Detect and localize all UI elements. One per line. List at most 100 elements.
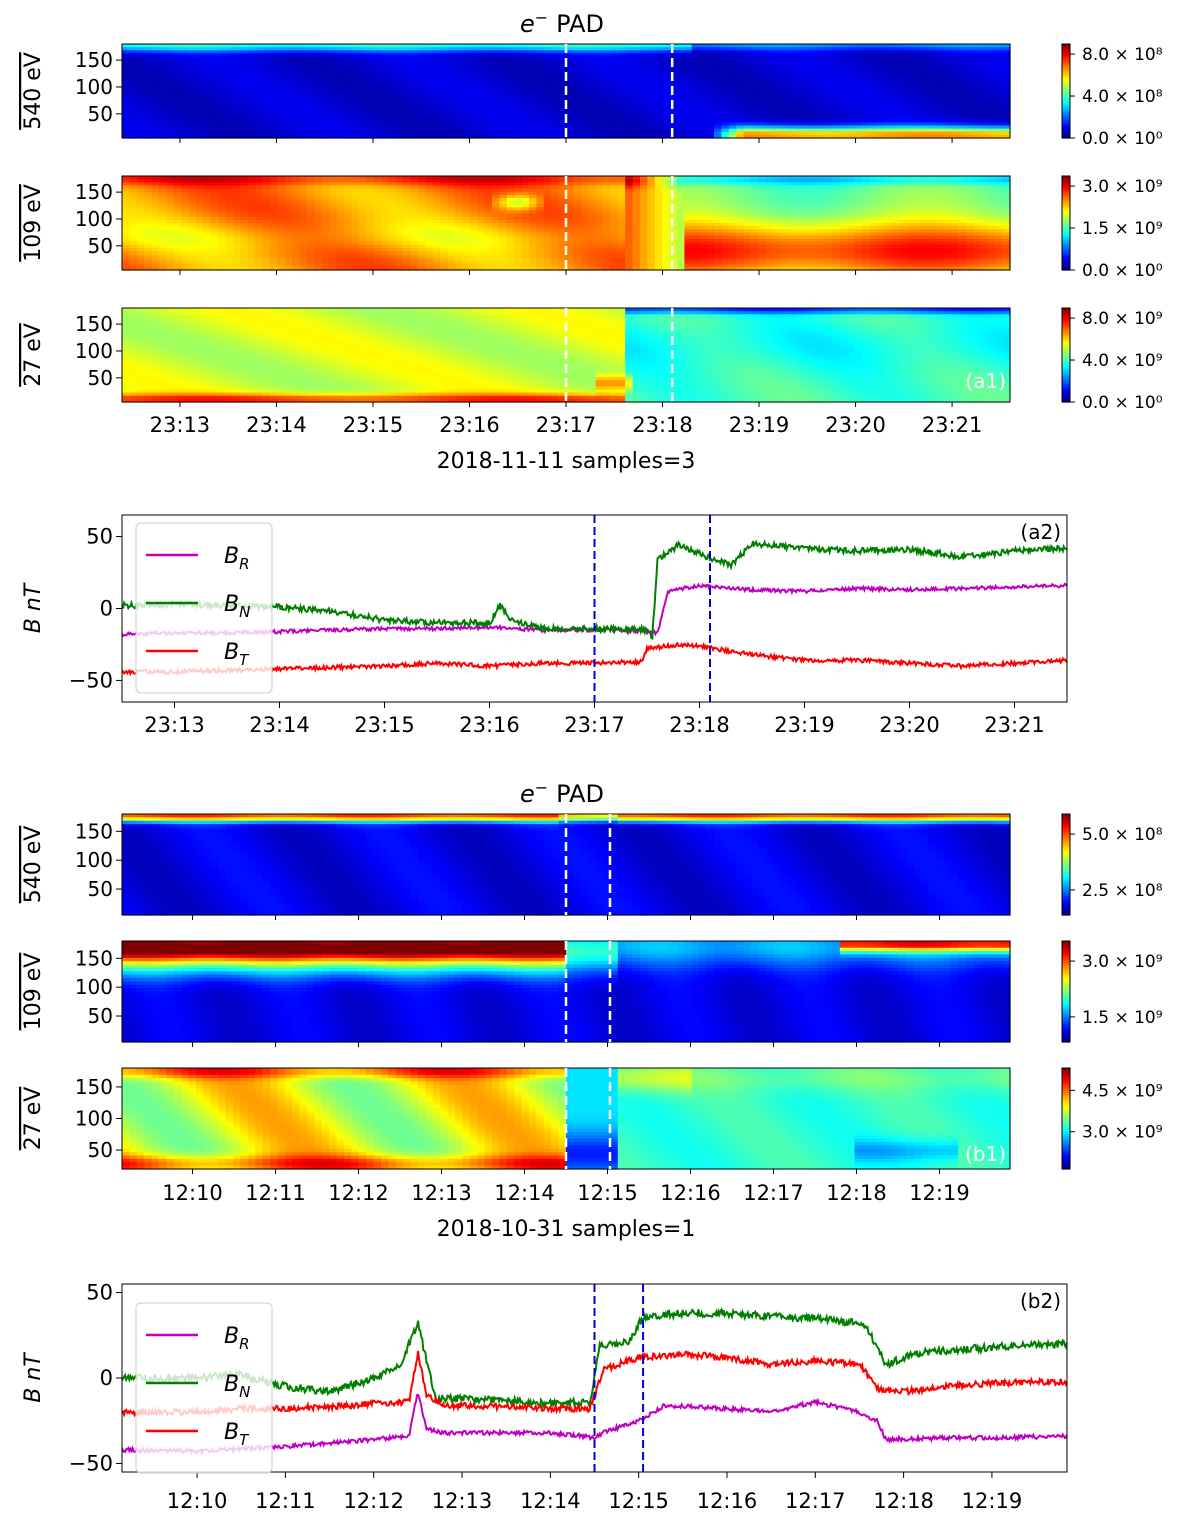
heatmap-cell [218,219,227,224]
heatmap-cell [247,87,256,92]
heatmap-cell [965,122,974,127]
heatmap-cell [899,47,907,51]
heatmap-cell [151,238,160,243]
heatmap-cell [580,62,589,67]
heatmap-cell [299,91,308,95]
heatmap-cell [492,47,500,51]
heatmap-cell [647,81,656,86]
heatmap-cell [647,87,656,92]
heatmap-cell [144,257,153,262]
heatmap-cell [218,65,227,70]
heatmap-cell [151,216,160,221]
heatmap-cell [773,65,782,70]
heatmap-cell [721,100,730,105]
heatmap-cell [721,50,730,54]
heatmap-cell [536,112,545,117]
heatmap-cell [743,100,752,105]
heatmap-cell [255,100,264,105]
heatmap-cell [921,44,930,48]
heatmap-cell [218,84,227,89]
heatmap-cell [876,125,885,130]
heatmap-cell [706,62,715,67]
heatmap-cell [403,109,412,114]
heatmap-cell [728,112,737,117]
heatmap-cell [292,106,301,111]
heatmap-cell [188,210,197,215]
heatmap-cell [529,103,537,108]
panel-title: e− PAD [520,8,604,38]
heatmap-cell [151,65,160,70]
heatmap-cell [159,53,167,58]
heatmap-cell [129,223,138,227]
heatmap-cell [499,78,508,83]
heatmap-cell [307,112,315,117]
colorbar-step [1062,93,1070,97]
heatmap-cell [432,87,441,92]
heatmap-cell [751,81,759,86]
heatmap-cell [936,112,944,117]
heatmap-cell [210,75,219,80]
heatmap-cell [758,75,767,80]
heatmap-cell [669,128,678,133]
heatmap-cell [928,65,937,70]
heatmap-cell [862,103,870,108]
heatmap-cell [144,207,153,212]
heatmap-cell [270,72,278,76]
heatmap-cell [899,109,907,114]
heatmap-cell [551,53,560,58]
heatmap-cell [410,72,419,76]
heatmap-cell [595,91,604,95]
heatmap-cell [144,128,153,133]
heatmap-cell [973,69,981,73]
heatmap-cell [899,53,907,58]
heatmap-cell [166,81,175,86]
heatmap-cell [366,122,375,127]
heatmap-cell [728,119,737,123]
heatmap-cell [395,119,404,123]
heatmap-cell [403,75,412,80]
heatmap-cell [469,100,478,105]
heatmap-cell [721,91,730,95]
heatmap-cell [233,213,241,218]
heatmap-cell [129,62,138,67]
heatmap-cell [543,112,552,117]
heatmap-cell [440,122,449,127]
heatmap-cell [640,53,648,58]
heatmap-cell [721,94,730,98]
heatmap-cell [595,122,604,127]
heatmap-cell [240,134,249,139]
heatmap-cell [233,81,241,86]
heatmap-cell [225,248,234,252]
heatmap-cell [218,232,227,237]
heatmap-cell [610,56,619,61]
heatmap-cell [173,128,182,133]
heatmap-cell [129,216,138,221]
heatmap-cell [862,112,870,117]
heatmap-cell [773,44,782,48]
heatmap-cell [336,125,345,130]
heatmap-cell [950,69,959,73]
heatmap-cell [529,72,537,76]
heatmap-cell [677,97,685,101]
heatmap-cell [751,72,759,76]
heatmap-cell [255,122,264,127]
heatmap-cell [973,103,981,108]
heatmap-cell [987,112,996,117]
heatmap-cell [632,119,641,123]
heatmap-cell [314,122,323,127]
heatmap-cell [144,106,153,111]
heatmap-cell [684,62,693,67]
heatmap-cell [381,87,389,92]
heatmap-cell [381,122,389,127]
heatmap-cell [181,119,190,123]
heatmap-cell [262,81,271,86]
heatmap-cell [477,47,486,51]
heatmap-cell [632,125,641,130]
heatmap-cell [329,53,338,58]
heatmap-cell [617,116,626,120]
heatmap-cell [625,56,634,61]
heatmap-cell [699,59,708,64]
heatmap-cell [233,109,241,114]
heatmap-cell [499,134,508,139]
heatmap-cell [595,128,604,133]
